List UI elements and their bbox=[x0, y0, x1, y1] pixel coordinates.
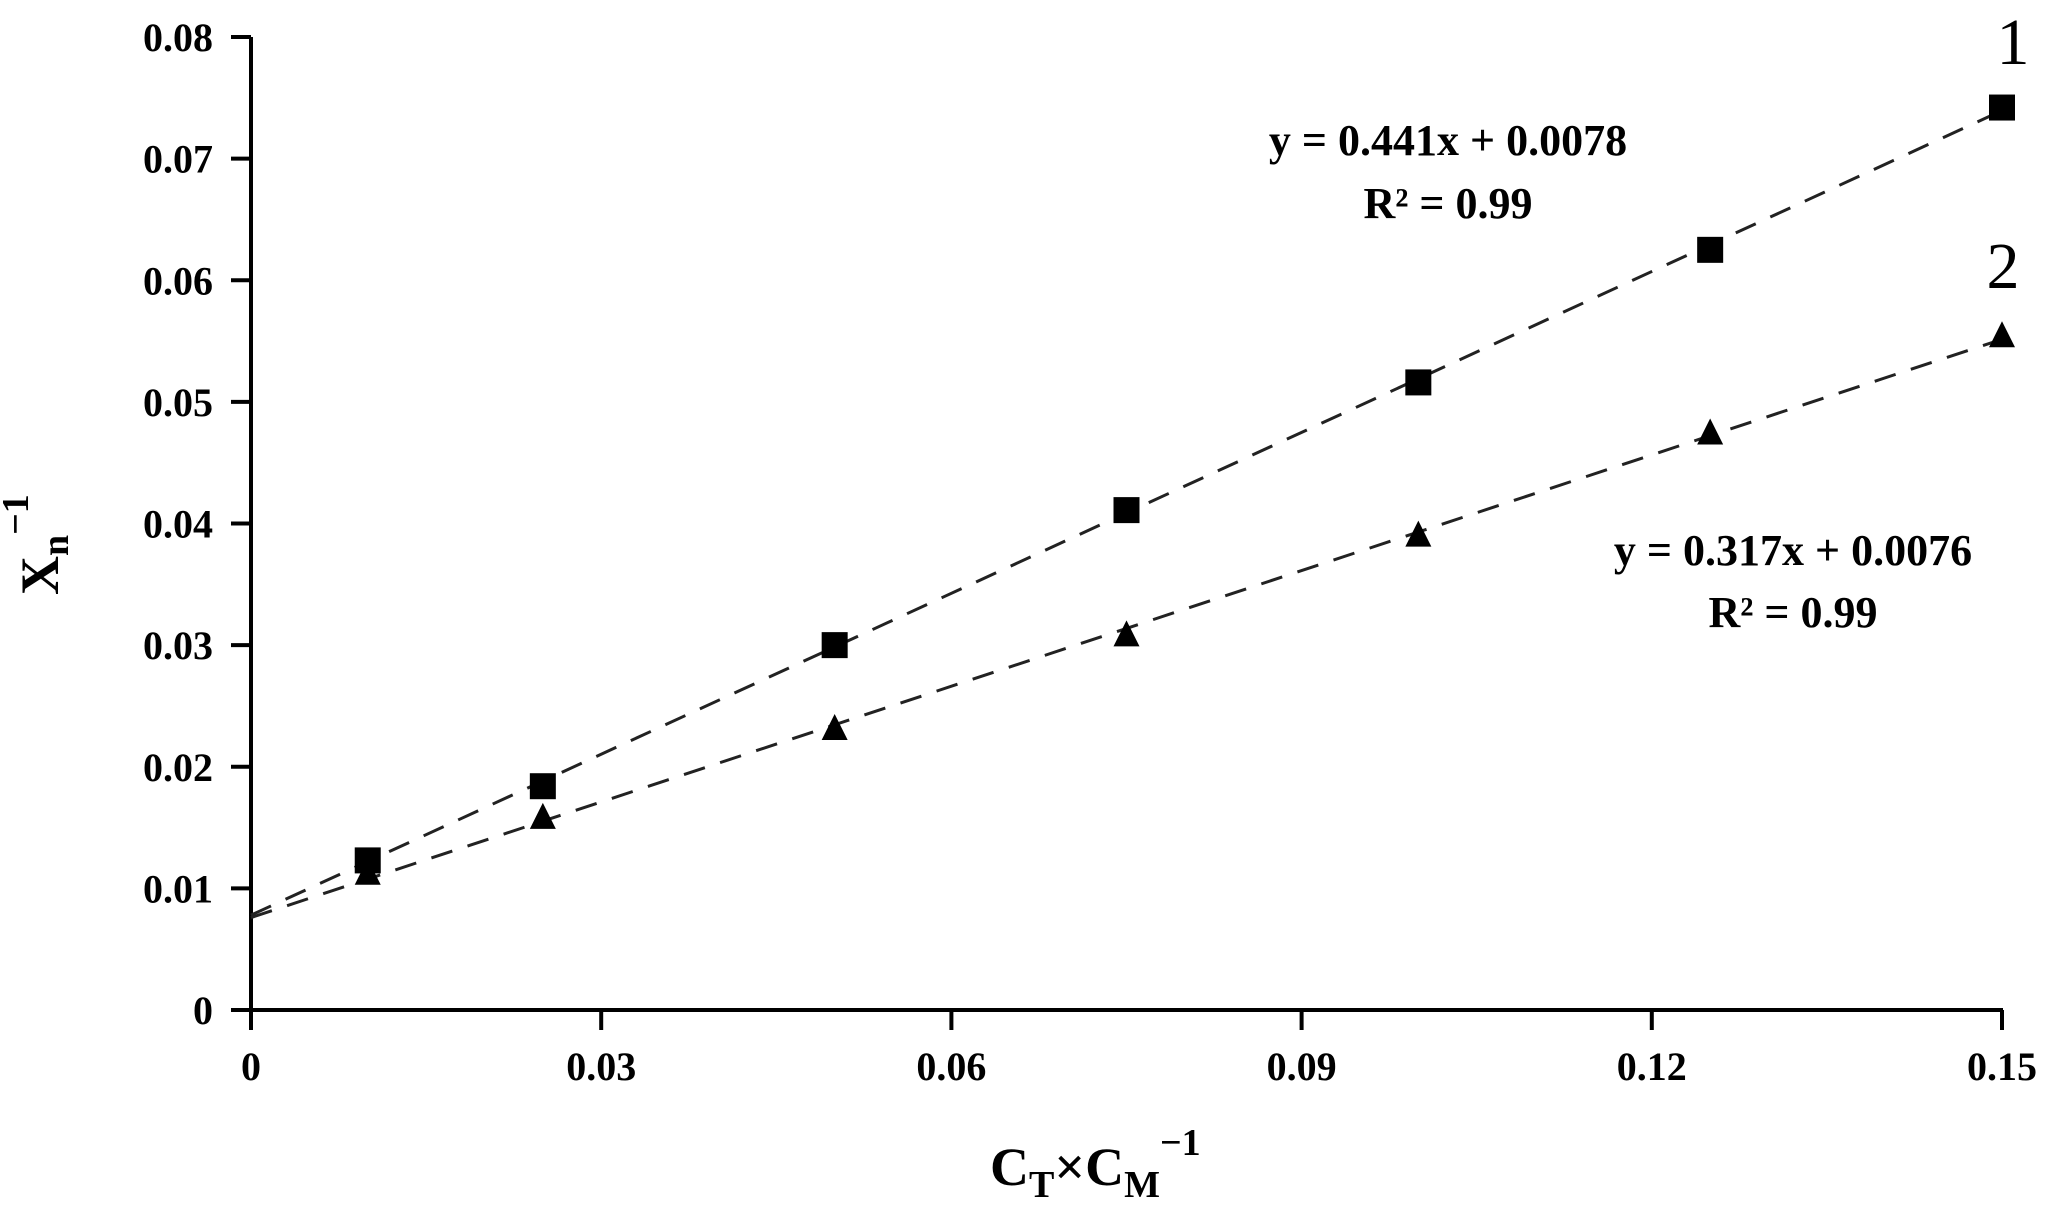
x-title-sub-t: T bbox=[1029, 1164, 1054, 1206]
y-tick-label: 0.02 bbox=[143, 745, 213, 790]
x-axis-ticks: 0 0.03 0.06 0.09 0.12 0.15 bbox=[241, 1010, 2037, 1089]
y-tick-label: 0 bbox=[193, 988, 213, 1033]
x-tick-label: 0.06 bbox=[916, 1044, 986, 1089]
x-title-c1: C bbox=[990, 1137, 1029, 1197]
equation-series-2: y = 0.317x + 0.0076 bbox=[1614, 526, 1972, 575]
x-tick-label: 0.03 bbox=[566, 1044, 636, 1089]
y-tick-label: 0.01 bbox=[143, 866, 213, 911]
square-marker bbox=[1405, 369, 1432, 396]
r2-series-1: R² = 0.99 bbox=[1363, 179, 1532, 228]
x-tick-label: 0 bbox=[241, 1044, 261, 1089]
triangle-marker bbox=[354, 858, 381, 885]
triangle-marker bbox=[529, 802, 556, 829]
triangle-marker bbox=[1989, 321, 2015, 348]
y-tick-label: 0.03 bbox=[143, 623, 213, 668]
r2-series-2: R² = 0.99 bbox=[1708, 588, 1877, 637]
x-title-sup: −1 bbox=[1160, 1122, 1201, 1164]
y-title-sup: −1 bbox=[0, 494, 37, 535]
series-label-2: 2 bbox=[1987, 230, 2020, 303]
y-tick-label: 0.04 bbox=[143, 502, 213, 547]
y-tick-label: 0.07 bbox=[143, 137, 213, 182]
x-tick-label: 0.12 bbox=[1617, 1044, 1687, 1089]
y-title-sub-n: n bbox=[35, 535, 77, 556]
equation-series-1: y = 0.441x + 0.0078 bbox=[1269, 116, 1627, 165]
y-tick-label: 0.08 bbox=[143, 15, 213, 60]
y-axis-title: Xn−1 bbox=[0, 494, 77, 595]
x-title-sub-m: M bbox=[1124, 1164, 1160, 1206]
y-title-x: X bbox=[10, 556, 70, 595]
triangle-marker bbox=[1697, 418, 1724, 445]
triangle-marker bbox=[821, 714, 848, 741]
square-marker bbox=[1697, 236, 1724, 263]
triangle-marker bbox=[1405, 520, 1432, 547]
x-tick-label: 0.09 bbox=[1267, 1044, 1337, 1089]
y-axis-ticks: 0 0.01 0.02 0.03 0.04 0.05 0.06 0.07 0.08 bbox=[143, 15, 251, 1033]
square-marker bbox=[1113, 497, 1140, 524]
square-marker bbox=[1989, 94, 2015, 121]
data-markers bbox=[354, 94, 2015, 885]
square-marker bbox=[821, 632, 848, 659]
y-tick-label: 0.06 bbox=[143, 258, 213, 303]
triangle-marker bbox=[1113, 620, 1140, 647]
x-title-times-c: ×C bbox=[1054, 1137, 1124, 1197]
series-label-1: 1 bbox=[1997, 6, 2030, 79]
y-tick-label: 0.05 bbox=[143, 380, 213, 425]
square-marker bbox=[529, 773, 556, 800]
x-axis-title: CT×CM−1 bbox=[990, 1122, 1201, 1206]
x-tick-label: 0.15 bbox=[1967, 1044, 2037, 1089]
